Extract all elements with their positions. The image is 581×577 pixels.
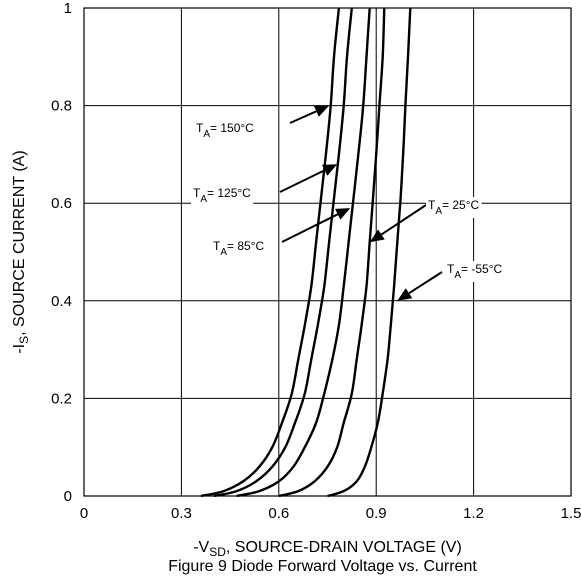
annotation-label: TA= 150°C bbox=[196, 121, 254, 140]
annotation-text: = 125°C bbox=[207, 186, 251, 200]
annotation-arrow-head bbox=[335, 208, 351, 220]
annotation-arrow-head bbox=[369, 229, 385, 243]
annotation-bg bbox=[191, 185, 254, 206]
y-axis-label-sub: S bbox=[17, 336, 31, 344]
annotation-arrow-head bbox=[397, 288, 413, 301]
x-tick-label: 1.5 bbox=[561, 505, 581, 522]
y-tick-label: 0 bbox=[64, 488, 72, 505]
x-tick-label: 0.9 bbox=[366, 505, 387, 522]
x-tick-label: 1.2 bbox=[463, 505, 484, 522]
series-line-0 bbox=[200, 7, 341, 498]
x-tick-label: 0.3 bbox=[171, 505, 192, 522]
annotation-prefix: T bbox=[196, 121, 204, 135]
annotation-sub: A bbox=[200, 194, 207, 205]
x-axis-label-prefix: -V bbox=[193, 539, 209, 556]
annotation-arrow-line bbox=[380, 204, 427, 236]
x-axis-label: -VSD, SOURCE-DRAIN VOLTAGE (V) bbox=[193, 539, 462, 559]
y-axis-label-prefix: -I bbox=[11, 344, 28, 354]
series-line-2 bbox=[236, 7, 371, 498]
annotation-bg bbox=[426, 197, 482, 218]
y-axis-label: -IS, SOURCE CURRENT (A) bbox=[11, 150, 31, 353]
annotation-sub: A bbox=[454, 270, 461, 281]
annotation-arrow-head bbox=[322, 164, 338, 176]
annotation-prefix: T bbox=[447, 262, 455, 276]
annotation-bg bbox=[445, 261, 505, 282]
y-axis-label-rest: , SOURCE CURRENT (A) bbox=[11, 150, 28, 336]
series-line-4 bbox=[327, 7, 412, 498]
annotation-prefix: T bbox=[213, 239, 221, 253]
annotation-sub: A bbox=[220, 247, 227, 258]
annotation-arrow-line bbox=[281, 213, 339, 243]
annotations-group: TA= 150°CTA= 125°CTA= 85°CTA= 25°CTA= -5… bbox=[191, 105, 505, 301]
y-tick-label: 0.8 bbox=[51, 98, 72, 115]
annotation-prefix: T bbox=[428, 198, 436, 212]
y-tick-label: 0.6 bbox=[51, 195, 72, 212]
series-line-3 bbox=[278, 7, 386, 498]
annotation-bg bbox=[194, 120, 257, 141]
annotation-label: TA= -55°C bbox=[447, 262, 503, 281]
annotation-label: TA= 25°C bbox=[428, 198, 480, 217]
y-tick-label: 1 bbox=[64, 0, 72, 17]
annotation-text: = 25°C bbox=[442, 198, 479, 212]
series-line-1 bbox=[213, 7, 353, 498]
y-tick-labels: 0 0.2 0.4 0.6 0.8 1 bbox=[51, 0, 72, 505]
grid bbox=[84, 8, 571, 496]
annotation-arrow-line bbox=[279, 169, 326, 193]
annotation-sub: A bbox=[203, 129, 210, 140]
series-group bbox=[200, 7, 412, 498]
y-tick-label: 0.2 bbox=[51, 390, 72, 407]
annotation-arrow-head bbox=[313, 105, 330, 117]
annotation-text: = 150°C bbox=[210, 121, 254, 135]
annotation-arrow-line bbox=[289, 110, 317, 124]
annotation-text: = -55°C bbox=[461, 262, 502, 276]
x-tick-labels: 0 0.3 0.6 0.9 1.2 1.5 bbox=[80, 505, 581, 522]
annotation-prefix: T bbox=[193, 186, 201, 200]
x-axis-label-sub: SD bbox=[209, 545, 226, 559]
x-tick-label: 0.6 bbox=[268, 505, 289, 522]
x-axis-label-rest: , SOURCE-DRAIN VOLTAGE (V) bbox=[226, 539, 462, 556]
annotation-label: TA= 85°C bbox=[213, 239, 265, 258]
annotation-arrow-line bbox=[408, 271, 443, 295]
annotation-label: TA= 125°C bbox=[193, 186, 251, 205]
annotation-bg bbox=[211, 238, 267, 259]
annotation-text: = 85°C bbox=[227, 239, 264, 253]
figure-caption: Figure 9 Diode Forward Voltage vs. Curre… bbox=[168, 558, 477, 575]
y-tick-label: 0.4 bbox=[51, 293, 72, 310]
annotation-sub: A bbox=[435, 206, 442, 217]
x-tick-label: 0 bbox=[80, 505, 88, 522]
